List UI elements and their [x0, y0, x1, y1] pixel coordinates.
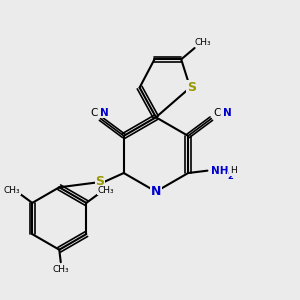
Text: H: H — [230, 166, 237, 175]
Text: CH₃: CH₃ — [194, 38, 211, 46]
Text: 2: 2 — [227, 172, 233, 181]
Text: N: N — [223, 108, 232, 118]
Text: NH: NH — [211, 166, 228, 176]
Text: S: S — [187, 81, 196, 94]
Text: CH₃: CH₃ — [4, 186, 20, 195]
Text: CH₃: CH₃ — [97, 186, 114, 195]
Text: N: N — [100, 108, 109, 118]
Text: CH₃: CH₃ — [52, 266, 69, 274]
Text: C: C — [214, 108, 221, 118]
Text: C: C — [90, 108, 98, 118]
Text: S: S — [95, 176, 104, 188]
Text: N: N — [151, 185, 161, 198]
